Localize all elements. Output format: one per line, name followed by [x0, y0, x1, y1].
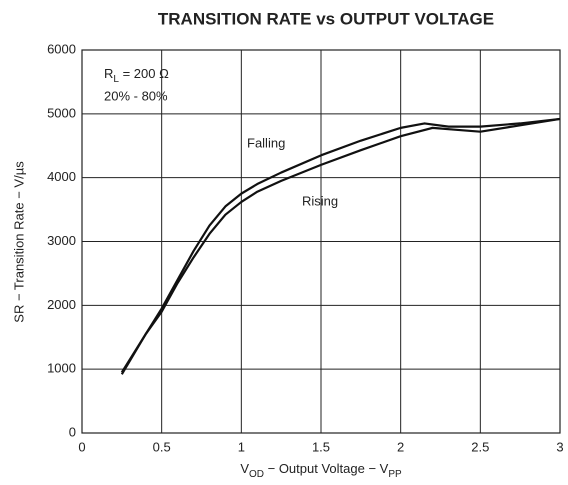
y-tick-label: 1000 — [47, 361, 76, 376]
y-tick-label: 3000 — [47, 233, 76, 248]
x-tick-label: 1 — [238, 439, 245, 454]
line — [120, 117, 561, 375]
y-tick-label: 2000 — [47, 297, 76, 312]
plot-frame — [81, 49, 561, 434]
y-tick-label: 0 — [69, 424, 76, 439]
annotation: 20% - 80% — [104, 88, 168, 103]
x-tick-label: 3 — [556, 439, 563, 454]
y-tick-label: 5000 — [47, 105, 76, 120]
y-tick-label: 6000 — [47, 41, 76, 56]
annotation: Falling — [247, 135, 285, 150]
chart-title: TRANSITION RATE vs OUTPUT VOLTAGE — [158, 9, 494, 28]
x-tick-label: 0.5 — [153, 439, 171, 454]
x-tick-label: 0 — [78, 439, 85, 454]
x-tick-label: 1.5 — [312, 439, 330, 454]
annotation: Rising — [302, 193, 338, 208]
x-tick-label: 2.5 — [471, 439, 489, 454]
y-axis-label: SR − Transition Rate − V/µs — [11, 161, 26, 323]
y-tick-label: 4000 — [47, 169, 76, 184]
line — [120, 117, 561, 373]
x-axis-label: VOD − Output Voltage − VPP — [240, 461, 402, 479]
rl-label: RL = 200 Ω — [104, 66, 169, 84]
x-tick-label: 2 — [397, 439, 404, 454]
